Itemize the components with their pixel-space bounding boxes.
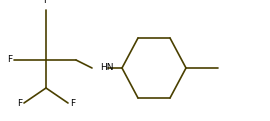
Text: F: F	[17, 99, 22, 108]
Text: F: F	[7, 56, 12, 64]
Text: HN: HN	[100, 64, 113, 72]
Text: F: F	[43, 0, 49, 5]
Text: F: F	[70, 99, 75, 108]
